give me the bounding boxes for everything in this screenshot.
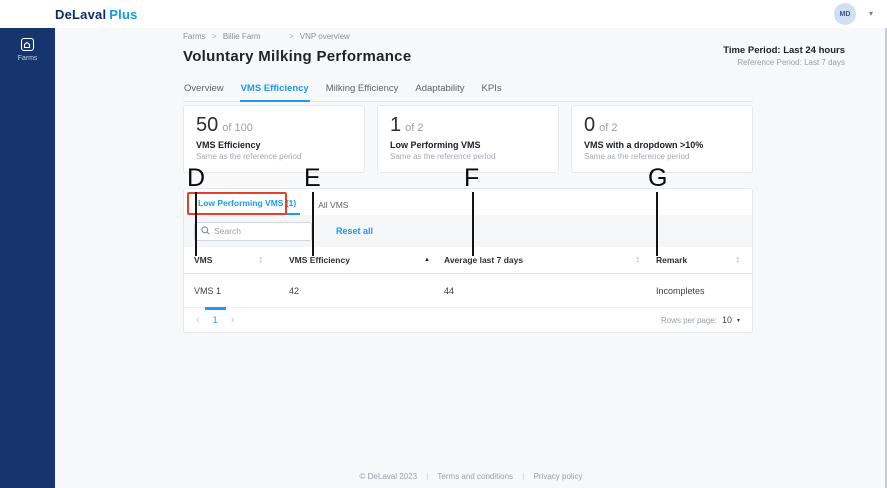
annotation-line-d [195, 192, 197, 256]
logo-plus: Plus [109, 7, 138, 22]
kpi-value: 1 [390, 114, 402, 136]
breadcrumb: Farms > Billie Farm > VNP overview [183, 32, 350, 41]
kpi-card-vms-dropdown: 0 of 2 VMS with a dropdown >10% Same as … [571, 105, 753, 173]
footer: © DeLaval 2023 | Terms and conditions | … [55, 472, 887, 481]
terms-link[interactable]: Terms and conditions [437, 472, 514, 481]
column-label: VMS Efficiency [289, 255, 350, 265]
column-label: VMS [194, 255, 213, 265]
kpi-card-low-performing-vms: 1 of 2 Low Performing VMS Same as the re… [377, 105, 559, 173]
kpi-subtext: Same as the reference period [584, 152, 690, 161]
top-bar: DeLaval Plus MD ▾ [0, 0, 887, 28]
table-header-row: VMS ▲ ▼ VMS Efficiency ▲ Average last 7 … [184, 247, 752, 274]
annotation-letter-g: G [648, 164, 668, 192]
kpi-subtext: Same as the reference period [196, 152, 302, 161]
tab-adaptability[interactable]: Adaptability [415, 83, 465, 94]
tab-overview[interactable]: Overview [184, 83, 224, 94]
kpi-value: 50 [196, 114, 219, 136]
footer-separator: | [522, 472, 525, 481]
kpi-card-vms-efficiency: 50 of 100 VMS Efficiency Same as the ref… [183, 105, 365, 173]
rows-per-page-caret-icon[interactable]: ▾ [736, 317, 740, 324]
kpi-label: VMS Efficiency [196, 140, 261, 150]
sidebar: Farms [0, 28, 55, 488]
kpi-value: 0 [584, 114, 596, 136]
vms-table-card: Low Performing VMS (1) All VMS Reset all… [183, 188, 753, 333]
sort-icon: ▲ ▼ [635, 255, 640, 264]
pagination: ‹ 1 › Rows per page: 10 ▾ [184, 307, 752, 332]
sidebar-item-farms[interactable]: Farms [0, 28, 55, 62]
column-header-remark[interactable]: Remark ▲ ▼ [656, 255, 752, 265]
sidebar-item-label: Farms [17, 55, 38, 62]
table-tab-all-vms[interactable]: All VMS [318, 200, 349, 210]
breadcrumb-item-farms[interactable]: Farms [183, 32, 206, 41]
kpi-cards: 50 of 100 VMS Efficiency Same as the ref… [183, 105, 753, 173]
scrollbar[interactable] [885, 28, 887, 488]
annotation-line-g [656, 192, 658, 256]
sort-icon: ▲ ▼ [735, 255, 740, 264]
breadcrumb-separator: > [211, 32, 217, 41]
farm-icon [0, 37, 55, 52]
column-header-average-last-7-days[interactable]: Average last 7 days ▲ ▼ [444, 255, 656, 265]
kpi-of: of 2 [599, 122, 618, 134]
kpi-subtext: Same as the reference period [390, 152, 496, 161]
copyright: © DeLaval 2023 [359, 472, 418, 481]
cell-remark: Incompletes [656, 285, 705, 296]
time-period-block: Time Period: Last 24 hours Reference Per… [723, 45, 845, 67]
annotation-line-f [472, 192, 474, 256]
pagination-page-1[interactable]: 1 [204, 307, 226, 325]
column-label: Remark [656, 255, 688, 265]
main-content: Farms > Billie Farm > VNP overview Volun… [55, 28, 887, 488]
annotation-letter-e: E [304, 164, 321, 192]
pagination-prev-button[interactable]: ‹ [196, 314, 200, 326]
kpi-of: of 100 [222, 122, 253, 134]
tab-vms-efficiency[interactable]: VMS Efficiency [239, 81, 310, 102]
delaval-plus-logo: DeLaval Plus [55, 7, 138, 22]
time-period: Time Period: Last 24 hours [723, 45, 845, 56]
reset-all-button[interactable]: Reset all [336, 226, 374, 236]
table-filter-bar: Reset all [184, 215, 752, 247]
privacy-link[interactable]: Privacy policy [533, 472, 583, 481]
breadcrumb-item-vnp-overview[interactable]: VNP overview [299, 32, 350, 41]
cell-vms-efficiency: 42 [289, 285, 300, 296]
tab-kpis[interactable]: KPIs [481, 83, 502, 94]
reference-period: Reference Period: Last 7 days [737, 58, 845, 67]
annotation-letter-f: F [464, 164, 480, 192]
table-row: VMS 1 42 44 Incompletes [184, 274, 752, 308]
rows-per-page-label: Rows per page: [660, 315, 717, 325]
breadcrumb-item-billie-farm[interactable]: Billie Farm [222, 32, 261, 41]
kpi-label: VMS with a dropdown >10% [584, 140, 704, 150]
sort-asc-icon: ▲ [424, 257, 430, 263]
annotation-highlight-box [187, 192, 287, 215]
column-label: Average last 7 days [444, 255, 524, 265]
kpi-label: Low Performing VMS [390, 140, 481, 150]
footer-separator: | [426, 472, 429, 481]
search-icon [201, 222, 210, 240]
rows-per-page-value[interactable]: 10 [721, 315, 732, 325]
column-header-vms[interactable]: VMS ▲ ▼ [184, 255, 289, 265]
pagination-next-button[interactable]: › [230, 314, 235, 326]
cell-vms: VMS 1 [194, 285, 222, 296]
avatar-initials: MD [839, 10, 851, 18]
column-header-vms-efficiency[interactable]: VMS Efficiency ▲ [289, 255, 444, 265]
search-input[interactable] [214, 226, 305, 236]
page-title: Voluntary Milking Performance [183, 48, 412, 65]
breadcrumb-separator: > [288, 32, 294, 41]
annotation-letter-d: D [187, 164, 206, 192]
tab-milking-efficiency[interactable]: Milking Efficiency [325, 83, 399, 94]
cell-average-last-7-days: 44 [444, 285, 455, 296]
logo-delaval: DeLaval [55, 7, 107, 22]
avatar[interactable]: MD [834, 3, 856, 25]
avatar-caret-icon[interactable]: ▾ [868, 9, 873, 18]
page-tabs: Overview VMS Efficiency Milking Efficien… [183, 81, 753, 102]
annotation-line-e [312, 192, 314, 256]
kpi-of: of 2 [405, 122, 424, 134]
sort-icon: ▲ ▼ [258, 255, 263, 264]
search-box[interactable] [194, 221, 312, 241]
